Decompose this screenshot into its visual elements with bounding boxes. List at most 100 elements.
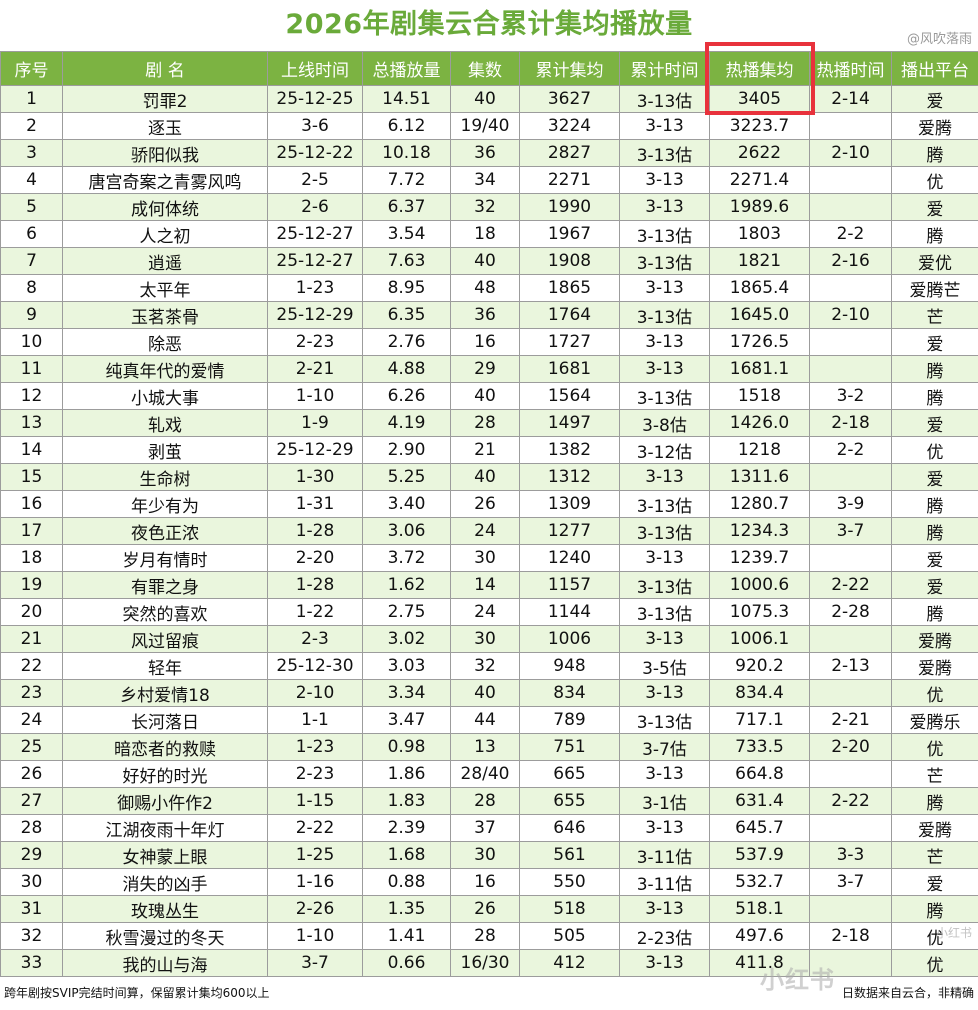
cell-episodes: 24 xyxy=(450,598,520,626)
cell-total-views: 1.68 xyxy=(362,841,451,869)
cell-peak-date: 2-21 xyxy=(809,706,892,734)
cell-title: 我的山与海 xyxy=(62,949,268,977)
cell-cumulative-date: 3-13 xyxy=(619,193,710,221)
cell-cumulative-date: 3-13 xyxy=(619,328,710,356)
cell-cumulative-date: 3-11估 xyxy=(619,841,710,869)
cell-peak-avg: 518.1 xyxy=(709,895,810,923)
cell-cumulative-avg: 1990 xyxy=(519,193,620,221)
cell-peak-avg: 411.8 xyxy=(709,949,810,977)
cell-release-date: 1-28 xyxy=(267,517,363,545)
cell-episodes: 40 xyxy=(450,85,520,113)
cell-episodes: 16/30 xyxy=(450,949,520,977)
cell-peak-date: 2-22 xyxy=(809,787,892,815)
cell-release-date: 3-6 xyxy=(267,112,363,140)
cell-rank: 20 xyxy=(0,598,63,626)
cell-rank: 22 xyxy=(0,652,63,680)
cell-peak-avg: 1280.7 xyxy=(709,490,810,518)
table-row: 13 轧戏 1-9 4.19 28 1497 3-8估 1426.0 2-18 爱 xyxy=(0,409,978,437)
cell-release-date: 1-16 xyxy=(267,868,363,896)
cell-peak-avg: 1681.1 xyxy=(709,355,810,383)
cell-episodes: 24 xyxy=(450,517,520,545)
cell-episodes: 18 xyxy=(450,220,520,248)
table-row: 25 暗恋者的救赎 1-23 0.98 13 751 3-7估 733.5 2-20 优 xyxy=(0,733,978,761)
cell-release-date: 1-1 xyxy=(267,706,363,734)
cell-platform: 爱腾乐 xyxy=(891,706,978,734)
table-row: 18 岁月有情时 2-20 3.72 30 1240 3-13 1239.7 爱 xyxy=(0,544,978,572)
cell-cumulative-date: 3-8估 xyxy=(619,409,710,437)
cell-release-date: 25-12-25 xyxy=(267,85,363,113)
cell-cumulative-avg: 412 xyxy=(519,949,620,977)
cell-episodes: 48 xyxy=(450,274,520,302)
cell-peak-date xyxy=(809,544,892,572)
table-body: 1 罚罪2 25-12-25 14.51 40 3627 3-13估 3405 2-14 爱 2 逐玉… xyxy=(0,85,978,977)
cell-title: 风过留痕 xyxy=(62,625,268,653)
cell-release-date: 1-9 xyxy=(267,409,363,437)
cell-release-date: 25-12-30 xyxy=(267,652,363,680)
cell-peak-date: 3-7 xyxy=(809,517,892,545)
footer-source: 日数据来自云合，非精确 xyxy=(841,986,974,1000)
cell-platform: 爱 xyxy=(891,868,978,896)
cell-episodes: 14 xyxy=(450,571,520,599)
cell-peak-avg: 1989.6 xyxy=(709,193,810,221)
cell-cumulative-avg: 1908 xyxy=(519,247,620,275)
cell-episodes: 29 xyxy=(450,355,520,383)
ranking-table: 序号剧 名上线时间 总播放量 集数 累计集均 累计时间 热播集均 热播时间 播出平台 1 罚罪2… xyxy=(0,51,978,977)
cell-title: 玫瑰丛生 xyxy=(62,895,268,923)
cell-release-date: 2-3 xyxy=(267,625,363,653)
cell-peak-date xyxy=(809,760,892,788)
cell-peak-date: 2-10 xyxy=(809,301,892,329)
cell-episodes: 40 xyxy=(450,382,520,410)
cell-episodes: 44 xyxy=(450,706,520,734)
cell-peak-date xyxy=(809,463,892,491)
cell-total-views: 2.39 xyxy=(362,814,451,842)
cell-title: 剥茧 xyxy=(62,436,268,464)
cell-cumulative-date: 3-13 xyxy=(619,679,710,707)
cell-rank: 32 xyxy=(0,922,63,950)
cell-total-views: 3.54 xyxy=(362,220,451,248)
cell-release-date: 2-5 xyxy=(267,166,363,194)
cell-platform: 优 xyxy=(891,733,978,761)
cell-title: 有罪之身 xyxy=(62,571,268,599)
cell-cumulative-date: 3-13估 xyxy=(619,571,710,599)
cell-platform: 爱 xyxy=(891,328,978,356)
cell-platform: 腾 xyxy=(891,139,978,167)
header-platform: 播出平台 xyxy=(891,51,978,86)
cell-episodes: 37 xyxy=(450,814,520,842)
cell-episodes: 32 xyxy=(450,652,520,680)
cell-peak-avg: 1803 xyxy=(709,220,810,248)
cell-cumulative-date: 3-5估 xyxy=(619,652,710,680)
cell-release-date: 2-23 xyxy=(267,760,363,788)
cell-rank: 10 xyxy=(0,328,63,356)
cell-rank: 28 xyxy=(0,814,63,842)
cell-cumulative-avg: 751 xyxy=(519,733,620,761)
cell-total-views: 3.72 xyxy=(362,544,451,572)
cell-platform: 爱腾 xyxy=(891,652,978,680)
cell-platform: 腾 xyxy=(891,382,978,410)
cell-cumulative-avg: 1564 xyxy=(519,382,620,410)
cell-peak-date xyxy=(809,679,892,707)
cell-total-views: 0.66 xyxy=(362,949,451,977)
cell-peak-date: 2-10 xyxy=(809,139,892,167)
cell-peak-date xyxy=(809,625,892,653)
cell-total-views: 1.83 xyxy=(362,787,451,815)
cell-release-date: 25-12-27 xyxy=(267,247,363,275)
cell-title: 突然的喜欢 xyxy=(62,598,268,626)
cell-cumulative-date: 3-13 xyxy=(619,949,710,977)
table-row: 6 人之初 25-12-27 3.54 18 1967 3-13估 1803 2-2 腾 xyxy=(0,220,978,248)
cell-peak-date xyxy=(809,274,892,302)
cell-episodes: 21 xyxy=(450,436,520,464)
cell-cumulative-date: 2-23估 xyxy=(619,922,710,950)
cell-peak-date xyxy=(809,112,892,140)
cell-peak-date: 2-28 xyxy=(809,598,892,626)
cell-episodes: 40 xyxy=(450,679,520,707)
cell-peak-date: 3-3 xyxy=(809,841,892,869)
cell-peak-date xyxy=(809,166,892,194)
cell-title: 江湖夜雨十年灯 xyxy=(62,814,268,842)
cell-cumulative-avg: 665 xyxy=(519,760,620,788)
cell-cumulative-date: 3-13 xyxy=(619,625,710,653)
cell-cumulative-avg: 789 xyxy=(519,706,620,734)
cell-cumulative-avg: 1764 xyxy=(519,301,620,329)
cell-peak-avg: 3223.7 xyxy=(709,112,810,140)
cell-cumulative-avg: 1277 xyxy=(519,517,620,545)
cell-title: 轧戏 xyxy=(62,409,268,437)
